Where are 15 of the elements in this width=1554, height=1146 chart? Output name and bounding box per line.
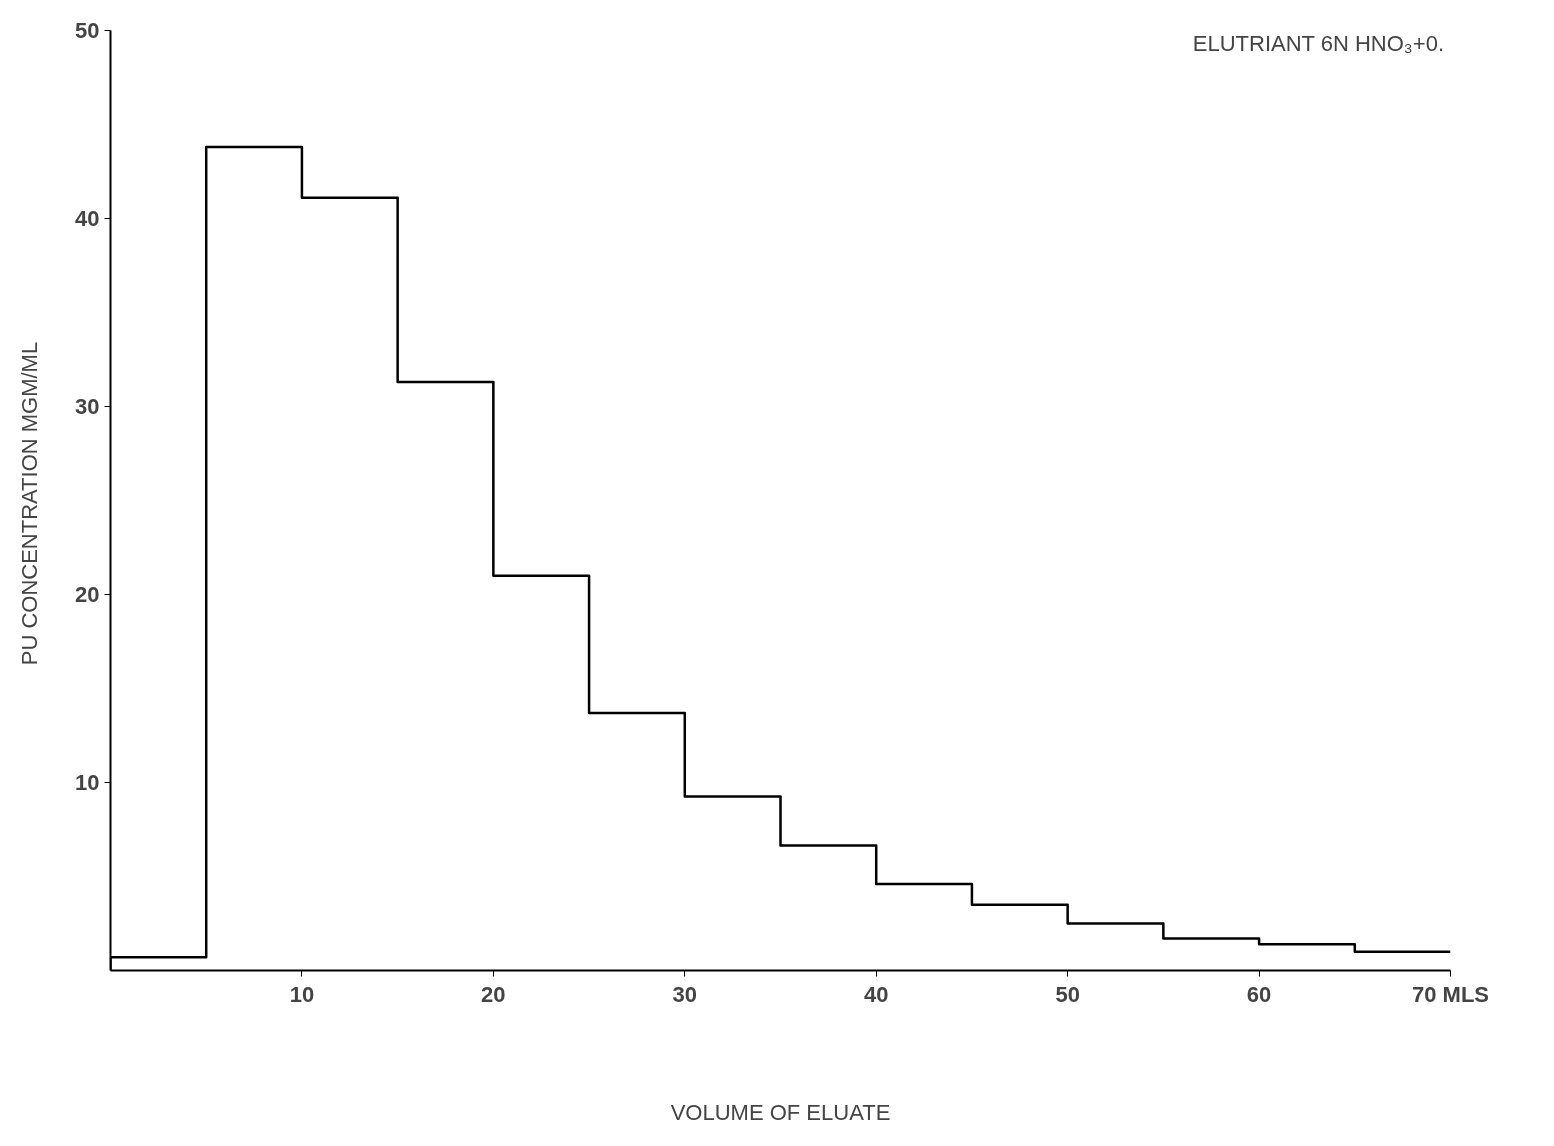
x-tick-label: 60 bbox=[1246, 981, 1272, 1007]
x-tick-label: 30 bbox=[672, 981, 698, 1007]
x-tick-label: 50 bbox=[1055, 981, 1080, 1007]
y-tick-label: 30 bbox=[75, 394, 100, 419]
annotation: ELUTRIANT 6N HNO₃+0. bbox=[1192, 30, 1444, 56]
x-tick-label: 10 bbox=[289, 981, 315, 1007]
y-axis-title: PU CONCENTRATION MGM/ML bbox=[17, 341, 43, 666]
x-axis-title: VOLUME OF ELUATE bbox=[670, 1099, 891, 1125]
y-tick-label: 50 bbox=[75, 18, 100, 43]
y-tick-label: 10 bbox=[75, 770, 100, 795]
x-tick-label: 20 bbox=[481, 981, 506, 1007]
y-tick-label: 40 bbox=[75, 206, 100, 231]
x-tick-label: 40 bbox=[863, 981, 889, 1007]
x-tick-label: 70 MLS bbox=[1411, 981, 1490, 1007]
y-tick-label: 20 bbox=[75, 582, 100, 607]
